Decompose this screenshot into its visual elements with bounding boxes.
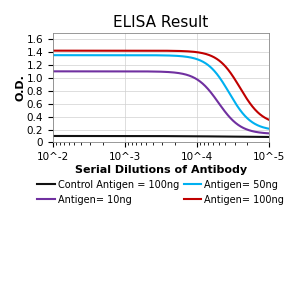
Antigen= 50ng [154,53,157,57]
Control Antigen = 100ng [228,135,232,138]
Control Antigen = 100ng [267,135,271,139]
Antigen= 10ng [155,70,158,74]
Control Antigen = 100ng [262,135,266,139]
Antigen= 50ng [267,127,271,130]
Antigen= 10ng [168,70,172,74]
Line: Control Antigen = 100ng: Control Antigen = 100ng [53,136,269,137]
Antigen= 100ng [267,118,271,122]
Antigen= 50ng [168,54,172,57]
Line: Antigen= 10ng: Antigen= 10ng [53,71,269,134]
Antigen= 50ng [155,53,158,57]
Line: Antigen= 100ng: Antigen= 100ng [53,51,269,120]
Title: ELISA Result: ELISA Result [113,15,208,30]
Control Antigen = 100ng [154,134,157,138]
Line: Antigen= 50ng: Antigen= 50ng [53,55,269,129]
Control Antigen = 100ng [51,134,55,138]
Control Antigen = 100ng [180,134,183,138]
Legend: Control Antigen = 100ng, Antigen= 10ng, Antigen= 50ng, Antigen= 100ng: Control Antigen = 100ng, Antigen= 10ng, … [34,176,288,208]
Antigen= 100ng [168,49,172,52]
Control Antigen = 100ng [168,134,172,138]
Antigen= 100ng [228,70,232,74]
Antigen= 10ng [228,116,232,119]
Antigen= 100ng [51,49,55,52]
Antigen= 100ng [154,49,157,52]
Antigen= 10ng [262,131,266,135]
Antigen= 100ng [180,49,183,53]
Antigen= 10ng [180,72,183,75]
Y-axis label: O.D.: O.D. [15,74,25,101]
Antigen= 50ng [228,92,232,96]
Antigen= 100ng [155,49,158,52]
Antigen= 100ng [262,115,266,119]
Antigen= 50ng [180,54,183,58]
Antigen= 50ng [262,126,266,129]
Antigen= 10ng [154,70,157,74]
Antigen= 50ng [51,53,55,57]
Control Antigen = 100ng [155,134,158,138]
Antigen= 10ng [51,70,55,73]
X-axis label: Serial Dilutions of Antibody: Serial Dilutions of Antibody [75,165,247,175]
Antigen= 10ng [267,132,271,135]
